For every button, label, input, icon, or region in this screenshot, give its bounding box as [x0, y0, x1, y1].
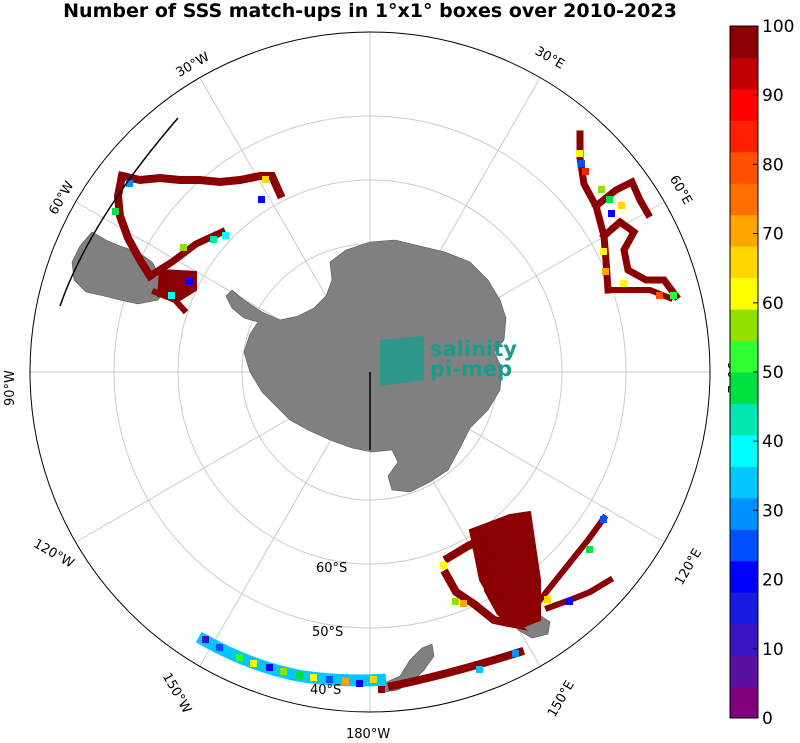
- colorbar-segment: [730, 686, 758, 719]
- watermark-logo-icon: [380, 336, 424, 386]
- track-aus-east1: [535, 513, 609, 605]
- colorbar-tick-label: 80: [762, 155, 784, 175]
- colorbar-segment: [730, 57, 758, 90]
- colorbar-tick-label: 20: [762, 571, 784, 591]
- colorbar-segment: [730, 88, 758, 121]
- watermark-line1: salinity: [430, 337, 517, 361]
- map-frame: [29, 31, 711, 713]
- colorbar-segment: [730, 655, 758, 688]
- label-150w: 150°W: [159, 670, 194, 716]
- track-atlantic-diag: [145, 227, 227, 281]
- label-150e: 150°E: [545, 678, 578, 720]
- colorbar-segment: [730, 497, 758, 530]
- new-zealand-land: [381, 643, 435, 693]
- colorbar-segment: [730, 403, 758, 436]
- colorbar-segment: [730, 120, 758, 153]
- track-atlantic-west: [113, 171, 156, 282]
- track-indian-c: [599, 217, 681, 301]
- colorbar-tick-label: 60: [762, 294, 784, 314]
- label-60w: 60°W: [46, 179, 77, 218]
- label-50s: 50°S: [312, 625, 343, 640]
- watermark-line2: pi-mep: [430, 357, 512, 381]
- map-title: Number of SSS match-ups in 1°x1° boxes o…: [63, 0, 677, 22]
- colorbar-segment: [730, 466, 758, 499]
- colorbar-segment: [730, 183, 758, 216]
- colorbar-segment: [730, 246, 758, 279]
- track-indian-a: [576, 130, 612, 294]
- colorbar-segment: [730, 151, 758, 184]
- colorbar-segment: [730, 560, 758, 593]
- colorbar-segment: [730, 434, 758, 467]
- watermark: salinity pi-mep: [380, 336, 517, 386]
- colorbar-segment: [730, 214, 758, 247]
- track-pacific-arc-dense: [387, 646, 526, 691]
- colorbar-segment: [730, 277, 758, 310]
- track-drake: [151, 288, 189, 315]
- track-atlantic-north: [117, 171, 286, 200]
- colorbar-tick-label: 70: [762, 225, 784, 245]
- colorbar-segment: [730, 592, 758, 625]
- colorbar-tick-label: 50: [762, 363, 784, 383]
- colorbar-segment: [730, 309, 758, 342]
- label-120w: 120°W: [31, 536, 77, 571]
- colorbar: 0 10 20 30 40 50 60 70 80 90 100: [729, 17, 794, 729]
- parallel-labels: 60°S 50°S 40°S: [310, 561, 347, 698]
- south-america-land: [71, 231, 167, 305]
- colorbar-segment: [730, 340, 758, 373]
- track-pacific-arc: [195, 631, 387, 687]
- label-30e: 30°E: [532, 44, 567, 73]
- label-40s: 40°S: [310, 683, 341, 698]
- colorbar-segment: [730, 372, 758, 404]
- scattered-cells: [112, 150, 677, 693]
- label-120e: 120°E: [672, 546, 705, 588]
- colorbar-segment: [730, 529, 758, 562]
- colorbar-tick-label: 10: [762, 640, 784, 660]
- colorbar-tick-label: 0: [762, 709, 773, 729]
- label-90w: 90°W: [3, 370, 18, 406]
- colorbar-tick-label: 30: [762, 501, 784, 521]
- track-aus-loop: [440, 534, 529, 631]
- track-indian-b: [591, 177, 653, 219]
- colorbar-segment: [730, 623, 758, 656]
- colorbar-segment: [730, 26, 758, 58]
- label-30w: 30°W: [174, 50, 213, 81]
- colorbar-tick-label: 40: [762, 432, 784, 452]
- label-180: 180°W: [346, 727, 390, 742]
- track-aus-east2: [544, 575, 615, 612]
- antarctica-land: [225, 239, 507, 493]
- label-60s: 60°S: [316, 561, 347, 576]
- colorbar-tick-label: 100: [762, 17, 794, 37]
- label-60e: 60°E: [666, 173, 695, 208]
- coastline-arc: [59, 117, 179, 307]
- colorbar-tick-label: 90: [762, 86, 784, 106]
